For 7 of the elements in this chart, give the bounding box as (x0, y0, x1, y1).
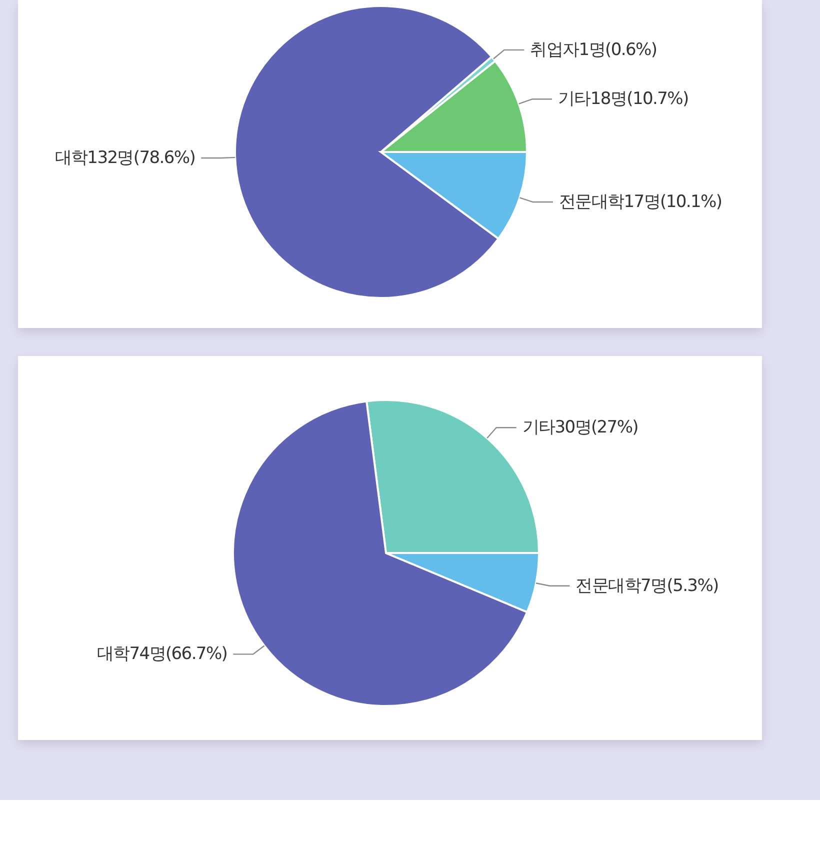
slice-label: 대학132명(78.6%) (54, 148, 196, 168)
slice-label: 전문대학17명(10.1%) (558, 192, 722, 212)
slice-label: 취업자1명(0.6%) (530, 40, 657, 60)
slice-label: 대학74명(66.7%) (96, 644, 228, 664)
slice-label: 전문대학7명(5.3%) (576, 576, 719, 596)
slice-label: 기타18명(10.7%) (558, 89, 688, 110)
slice-label: 기타30명(27%) (522, 418, 638, 438)
